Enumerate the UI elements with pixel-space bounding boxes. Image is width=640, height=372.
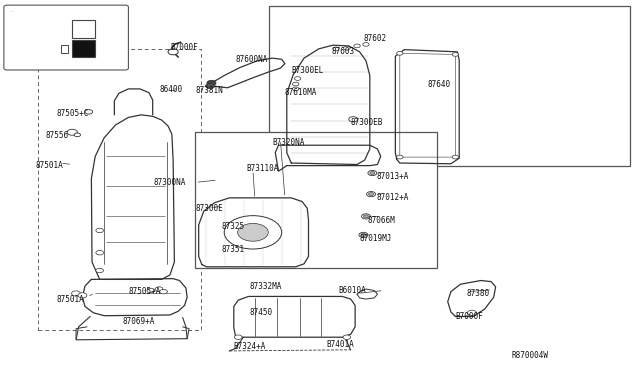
Circle shape bbox=[78, 293, 87, 298]
Circle shape bbox=[96, 268, 104, 273]
Circle shape bbox=[207, 80, 216, 86]
Circle shape bbox=[156, 287, 163, 291]
Ellipse shape bbox=[237, 224, 268, 241]
Circle shape bbox=[369, 193, 374, 196]
Circle shape bbox=[452, 52, 459, 56]
Text: 87380: 87380 bbox=[467, 289, 490, 298]
Text: 87300E: 87300E bbox=[195, 204, 223, 213]
Circle shape bbox=[370, 171, 375, 174]
Circle shape bbox=[72, 291, 81, 296]
Text: 87505+C: 87505+C bbox=[57, 109, 89, 118]
Text: 87332MA: 87332MA bbox=[250, 282, 282, 291]
Circle shape bbox=[96, 228, 104, 233]
Text: 87556: 87556 bbox=[45, 131, 68, 141]
Text: 87300NA: 87300NA bbox=[154, 178, 186, 187]
Text: 87013+A: 87013+A bbox=[376, 172, 408, 181]
Text: 87603: 87603 bbox=[332, 47, 355, 56]
Circle shape bbox=[160, 289, 168, 294]
Text: 87640: 87640 bbox=[428, 80, 451, 89]
Text: 87600NA: 87600NA bbox=[236, 55, 268, 64]
Text: 87019MJ: 87019MJ bbox=[360, 234, 392, 243]
Text: B73110A: B73110A bbox=[246, 164, 279, 173]
Text: B7300EL: B7300EL bbox=[291, 66, 324, 75]
Circle shape bbox=[168, 49, 178, 55]
Circle shape bbox=[362, 214, 371, 219]
Text: 87300EB: 87300EB bbox=[351, 118, 383, 127]
Circle shape bbox=[74, 133, 81, 137]
Circle shape bbox=[344, 46, 350, 50]
Circle shape bbox=[292, 87, 299, 91]
Ellipse shape bbox=[224, 216, 282, 249]
Circle shape bbox=[147, 288, 155, 293]
Circle shape bbox=[205, 83, 214, 89]
Circle shape bbox=[67, 129, 77, 135]
Bar bbox=[195, 132, 437, 268]
Text: 87012+A: 87012+A bbox=[376, 193, 408, 202]
Circle shape bbox=[397, 155, 403, 159]
Text: B7324+A: B7324+A bbox=[234, 341, 266, 350]
Circle shape bbox=[96, 250, 104, 255]
Circle shape bbox=[292, 82, 299, 86]
Text: 87381N: 87381N bbox=[195, 86, 223, 95]
Text: B7401A: B7401A bbox=[326, 340, 354, 349]
Text: 87069+A: 87069+A bbox=[122, 317, 154, 326]
Circle shape bbox=[368, 170, 377, 176]
Circle shape bbox=[364, 215, 369, 218]
Circle shape bbox=[85, 110, 93, 114]
Text: 87501A: 87501A bbox=[36, 161, 63, 170]
Text: 87505+A: 87505+A bbox=[129, 287, 161, 296]
Circle shape bbox=[333, 47, 339, 51]
Circle shape bbox=[397, 51, 403, 55]
Bar bbox=[269, 6, 630, 166]
Circle shape bbox=[361, 234, 366, 236]
Circle shape bbox=[359, 232, 368, 237]
Text: 87610MA: 87610MA bbox=[285, 88, 317, 97]
Text: B7320NA: B7320NA bbox=[272, 138, 305, 147]
Text: 87501A: 87501A bbox=[57, 295, 84, 304]
Text: 87602: 87602 bbox=[364, 34, 387, 43]
Text: B7000F: B7000F bbox=[456, 312, 483, 321]
Text: R870004W: R870004W bbox=[511, 351, 548, 360]
Text: 87351: 87351 bbox=[221, 244, 244, 253]
Text: B7000F: B7000F bbox=[170, 42, 198, 51]
Circle shape bbox=[367, 192, 376, 197]
Text: 87325: 87325 bbox=[221, 222, 244, 231]
Circle shape bbox=[467, 310, 476, 315]
Circle shape bbox=[363, 42, 369, 46]
Text: 86400: 86400 bbox=[159, 85, 182, 94]
Text: 87066M: 87066M bbox=[368, 216, 396, 225]
Text: B6010A: B6010A bbox=[338, 286, 365, 295]
Circle shape bbox=[354, 44, 360, 48]
Circle shape bbox=[294, 77, 301, 80]
Circle shape bbox=[343, 335, 351, 339]
Circle shape bbox=[452, 155, 459, 159]
Text: 87450: 87450 bbox=[250, 308, 273, 317]
Circle shape bbox=[349, 117, 358, 122]
Circle shape bbox=[234, 335, 242, 339]
FancyBboxPatch shape bbox=[4, 5, 129, 70]
